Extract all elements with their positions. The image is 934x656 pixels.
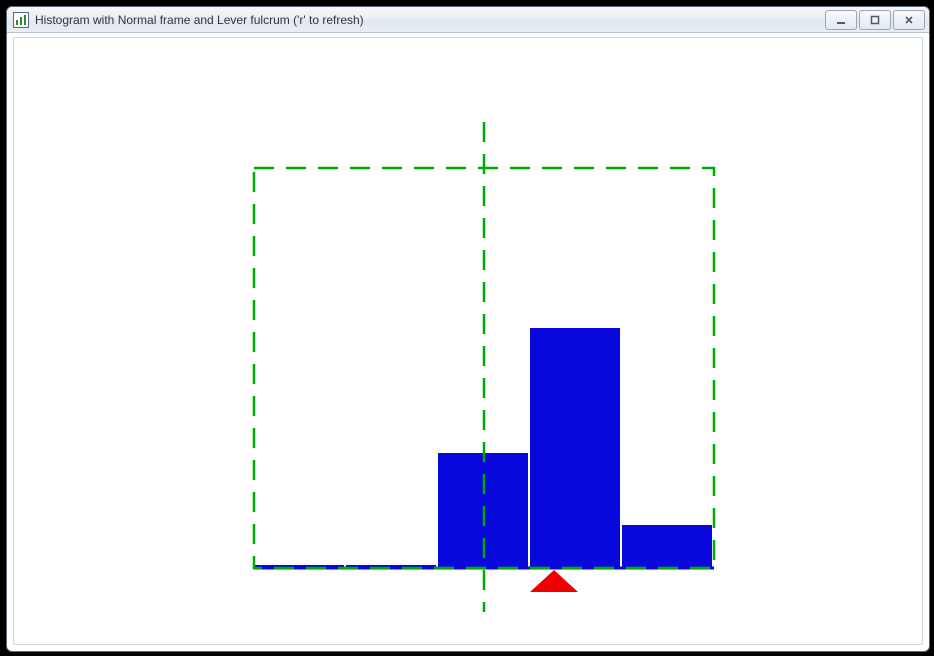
minimize-button[interactable] [825,10,857,30]
close-button[interactable] [893,10,925,30]
histogram-bar [530,328,620,568]
app-icon [13,12,29,28]
maximize-button[interactable] [859,10,891,30]
client-area [13,37,923,645]
maximize-icon [869,14,881,26]
window-title: Histogram with Normal frame and Lever fu… [35,13,825,27]
minimize-icon [835,14,847,26]
titlebar[interactable]: Histogram with Normal frame and Lever fu… [7,7,929,33]
window-controls [825,10,925,30]
app-window: Histogram with Normal frame and Lever fu… [6,6,930,652]
histogram-bar [622,525,712,568]
close-icon [903,14,915,26]
histogram-chart [14,38,922,644]
